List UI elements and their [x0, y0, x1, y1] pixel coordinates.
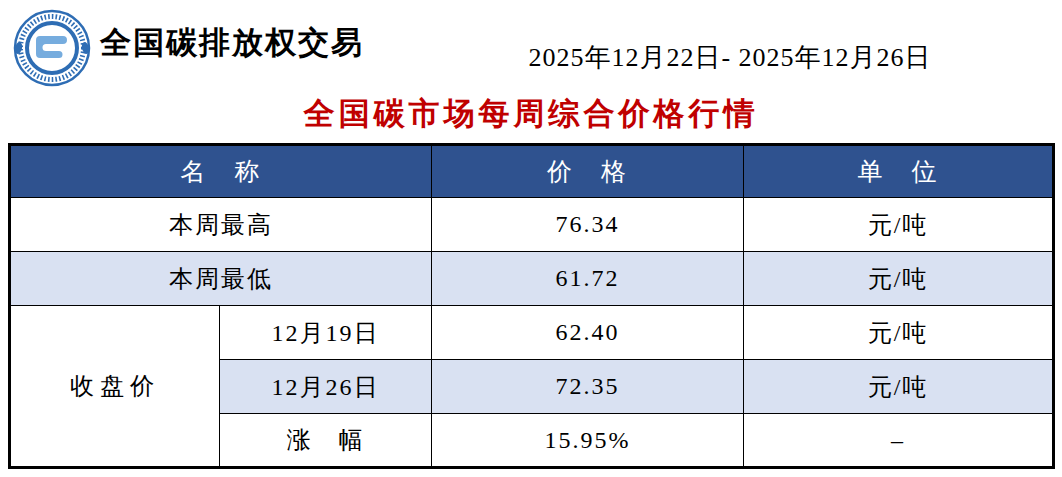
table-row-closing-1: 收盘价 12月19日 62.40 元/吨 [10, 306, 1054, 360]
col-header-name: 名 称 [10, 145, 432, 198]
col-header-price: 价 格 [432, 145, 744, 198]
cell-change-price: 15.95% [432, 414, 744, 468]
col-header-unit: 单 位 [744, 145, 1054, 198]
cell-closing-2-price: 72.35 [432, 360, 744, 414]
cell-closing-2-unit: 元/吨 [744, 360, 1054, 414]
logo-svg [12, 8, 92, 88]
table-row-week-low: 本周最低 61.72 元/吨 [10, 252, 1054, 306]
cell-week-low-unit: 元/吨 [744, 252, 1054, 306]
cell-week-high-unit: 元/吨 [744, 198, 1054, 252]
cell-week-high-name: 本周最高 [10, 198, 432, 252]
cell-change-name: 涨 幅 [220, 414, 432, 468]
price-table: 名 称 价 格 单 位 本周最高 76.34 元/吨 本周最低 61.72 元/… [8, 143, 1055, 469]
table-header-row: 名 称 价 格 单 位 [10, 145, 1054, 198]
cell-week-high-price: 76.34 [432, 198, 744, 252]
cell-week-low-name: 本周最低 [10, 252, 432, 306]
cell-closing-label: 收盘价 [10, 306, 220, 468]
table-row-week-high: 本周最高 76.34 元/吨 [10, 198, 1054, 252]
cell-closing-1-name: 12月19日 [220, 306, 432, 360]
cell-change-unit: – [744, 414, 1054, 468]
cell-week-low-price: 61.72 [432, 252, 744, 306]
cell-closing-1-price: 62.40 [432, 306, 744, 360]
cell-closing-1-unit: 元/吨 [744, 306, 1054, 360]
date-range: 2025年12月22日- 2025年12月26日 [500, 40, 960, 75]
carbon-exchange-badge-icon [12, 8, 92, 88]
brand-title: 全国碳排放权交易 [100, 22, 364, 64]
cell-closing-2-name: 12月26日 [220, 360, 432, 414]
page-title: 全国碳市场每周综合价格行情 [0, 93, 1062, 135]
